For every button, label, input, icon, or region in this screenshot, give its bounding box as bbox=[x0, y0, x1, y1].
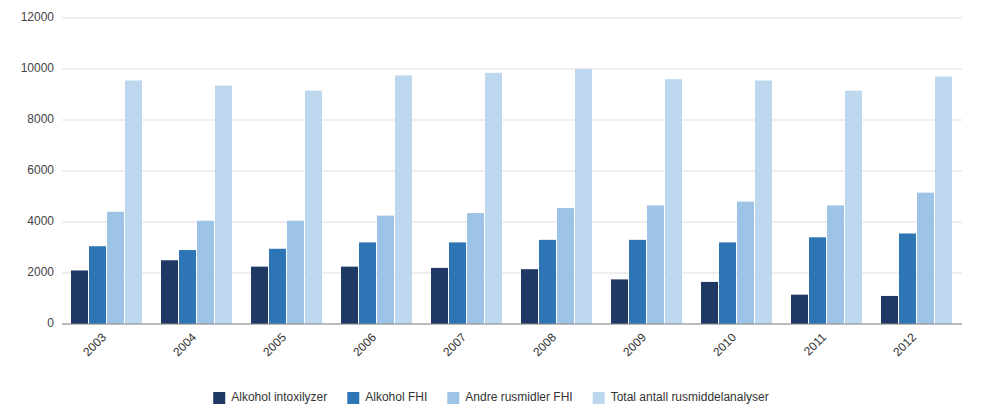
x-tick-label: 2010 bbox=[710, 330, 739, 359]
bar bbox=[539, 240, 556, 324]
bar bbox=[881, 296, 898, 324]
x-tick-label: 2012 bbox=[890, 330, 919, 359]
bar bbox=[71, 270, 88, 324]
legend-swatch bbox=[213, 392, 225, 404]
x-tick-label: 2005 bbox=[260, 330, 289, 359]
chart-container: 0200040006000800010000120002003200420052… bbox=[0, 0, 982, 416]
bar bbox=[809, 237, 826, 324]
x-tick-label: 2006 bbox=[350, 330, 379, 359]
y-tick-label: 0 bbox=[47, 316, 54, 330]
x-axis-line bbox=[62, 324, 962, 325]
y-tick-label: 10000 bbox=[21, 61, 55, 75]
bar bbox=[629, 240, 646, 324]
bar bbox=[269, 249, 286, 324]
bar bbox=[647, 205, 664, 324]
grid-line bbox=[62, 69, 962, 70]
bar bbox=[485, 73, 502, 324]
grid-line bbox=[62, 120, 962, 121]
bar bbox=[701, 282, 718, 324]
bar bbox=[557, 208, 574, 324]
bar bbox=[215, 86, 232, 324]
bar bbox=[845, 91, 862, 324]
x-tick-label: 2009 bbox=[620, 330, 649, 359]
x-tick-label: 2011 bbox=[801, 330, 829, 358]
legend-swatch bbox=[447, 392, 459, 404]
bar bbox=[575, 69, 592, 324]
y-tick-label: 6000 bbox=[27, 163, 54, 177]
legend-label: Total antall rusmiddelanalyser bbox=[611, 390, 769, 404]
bar bbox=[341, 267, 358, 324]
bar bbox=[107, 212, 124, 324]
bar bbox=[467, 213, 484, 324]
y-tick-label: 4000 bbox=[27, 214, 54, 228]
bar bbox=[377, 216, 394, 324]
y-tick-label: 8000 bbox=[27, 112, 54, 126]
y-tick-label: 2000 bbox=[27, 265, 54, 279]
x-tick-label: 2003 bbox=[80, 330, 109, 359]
legend-label: Alkohol intoxilyzer bbox=[231, 390, 327, 404]
legend: Alkohol intoxilyzer Alkohol FHI Andre rusm… bbox=[213, 390, 769, 404]
bar bbox=[395, 75, 412, 324]
x-tick-label: 2004 bbox=[170, 330, 199, 359]
bar bbox=[161, 260, 178, 324]
grid-line bbox=[62, 18, 962, 19]
grid-line bbox=[62, 324, 962, 325]
bar bbox=[449, 242, 466, 324]
bar bbox=[917, 193, 934, 324]
chart-svg: 0200040006000800010000120002003200420052… bbox=[0, 0, 982, 416]
bar bbox=[755, 80, 772, 324]
bars bbox=[71, 69, 952, 324]
bar bbox=[287, 221, 304, 324]
bar bbox=[125, 80, 142, 324]
bar bbox=[89, 246, 106, 324]
y-tick-label: 12000 bbox=[21, 10, 55, 24]
bar bbox=[899, 233, 916, 324]
bar bbox=[197, 221, 214, 324]
bar bbox=[791, 295, 808, 324]
legend-label: Andre rusmidler FHI bbox=[465, 390, 572, 404]
bar bbox=[719, 242, 736, 324]
bar bbox=[251, 267, 268, 324]
legend-label: Alkohol FHI bbox=[365, 390, 427, 404]
bar bbox=[521, 269, 538, 324]
bar bbox=[827, 205, 844, 324]
bar bbox=[179, 250, 196, 324]
bar bbox=[305, 91, 322, 324]
x-axis: 2003 2004 2005 2006 2007 2008 2009 2010 2011 2012 bbox=[80, 330, 919, 359]
bar bbox=[737, 202, 754, 324]
bar bbox=[665, 79, 682, 324]
y-axis: 0 2000 4000 6000 8000 10000 12000 bbox=[21, 10, 962, 330]
legend-swatch bbox=[593, 392, 605, 404]
grid-line bbox=[62, 171, 962, 172]
bar bbox=[611, 279, 628, 324]
bar bbox=[431, 268, 448, 324]
x-tick-label: 2008 bbox=[530, 330, 559, 359]
x-tick-label: 2007 bbox=[440, 330, 469, 359]
bar bbox=[935, 77, 952, 324]
bar bbox=[359, 242, 376, 324]
legend-swatch bbox=[347, 392, 359, 404]
